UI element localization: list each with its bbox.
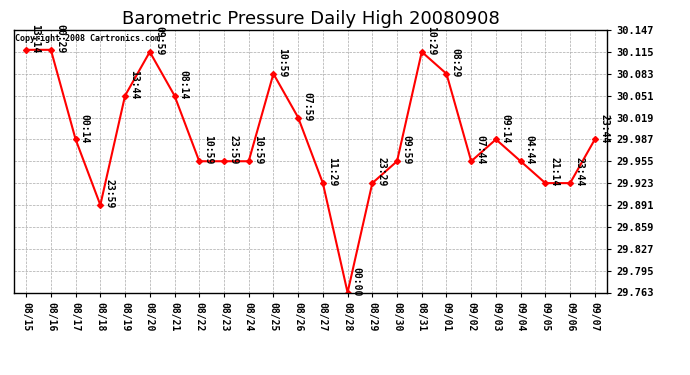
Text: 00:00: 00:00 <box>352 267 362 296</box>
Text: 13:14: 13:14 <box>30 24 40 53</box>
Text: 11:29: 11:29 <box>327 158 337 187</box>
Text: 09:59: 09:59 <box>401 135 411 165</box>
Text: 10:59: 10:59 <box>204 135 213 165</box>
Text: 08:14: 08:14 <box>179 70 188 99</box>
Text: 21:14: 21:14 <box>549 158 560 187</box>
Text: 08:29: 08:29 <box>451 48 461 77</box>
Text: 23:59: 23:59 <box>104 179 115 209</box>
Text: 00:14: 00:14 <box>80 114 90 143</box>
Text: 23:44: 23:44 <box>574 158 584 187</box>
Text: 00:29: 00:29 <box>55 24 65 53</box>
Text: 13:44: 13:44 <box>129 70 139 99</box>
Text: 10:59: 10:59 <box>277 48 288 77</box>
Text: 23:29: 23:29 <box>377 158 386 187</box>
Text: 23:59: 23:59 <box>228 135 238 165</box>
Title: Barometric Pressure Daily High 20080908: Barometric Pressure Daily High 20080908 <box>121 10 500 28</box>
Text: 23:44: 23:44 <box>599 114 609 143</box>
Text: 10:29: 10:29 <box>426 26 436 56</box>
Text: 10:59: 10:59 <box>253 135 263 165</box>
Text: 09:59: 09:59 <box>154 26 164 56</box>
Text: 04:44: 04:44 <box>525 135 535 165</box>
Text: Copyright 2008 Cartronics.com: Copyright 2008 Cartronics.com <box>15 34 160 43</box>
Text: 07:59: 07:59 <box>302 92 313 121</box>
Text: 09:14: 09:14 <box>500 114 510 143</box>
Text: 07:44: 07:44 <box>475 135 485 165</box>
